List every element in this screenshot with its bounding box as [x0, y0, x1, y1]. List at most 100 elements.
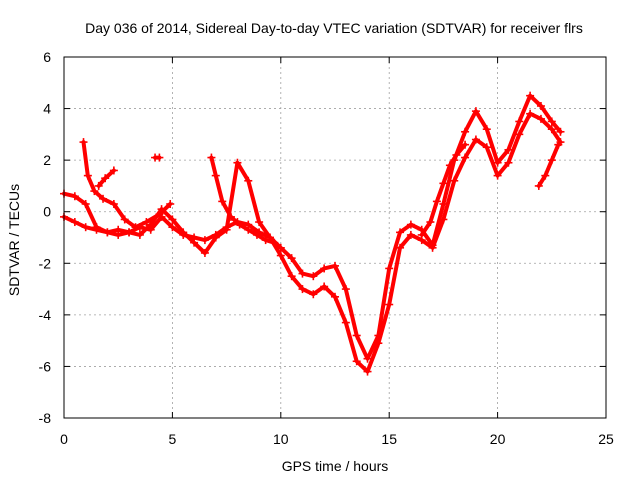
- series-track-g: [94, 166, 118, 190]
- data-point: [101, 174, 110, 183]
- data-point: [155, 210, 164, 219]
- series-line: [81, 140, 173, 230]
- data-point: [222, 225, 231, 234]
- data-point: [309, 290, 318, 299]
- data-point: [515, 117, 524, 126]
- series-track-b: [60, 109, 565, 376]
- data-point: [396, 243, 405, 252]
- y-axis-label: SDTVAR / TECUs: [6, 184, 22, 296]
- data-point: [109, 166, 118, 175]
- data-point: [90, 187, 99, 196]
- data-point: [94, 181, 103, 190]
- x-tick-label: 25: [598, 431, 614, 447]
- data-point: [320, 264, 329, 273]
- data-point: [81, 223, 90, 232]
- x-axis-label: GPS time / hours: [282, 458, 389, 474]
- y-tick-label: 6: [43, 49, 51, 65]
- data-point: [99, 194, 108, 203]
- plot-frame: [63, 56, 607, 419]
- data-point: [547, 125, 556, 134]
- series-track-d: [207, 153, 279, 247]
- data-point: [493, 171, 502, 180]
- series-layer: [60, 91, 565, 376]
- data-point: [445, 161, 454, 170]
- data-point: [406, 230, 415, 239]
- data-point: [207, 153, 216, 162]
- data-point: [81, 199, 90, 208]
- data-point: [168, 215, 177, 224]
- data-point: [120, 215, 129, 224]
- data-point: [200, 248, 209, 257]
- data-point: [536, 114, 545, 123]
- data-point: [450, 176, 459, 185]
- data-point: [276, 251, 285, 260]
- data-point: [261, 236, 270, 245]
- x-tick-label: 5: [169, 431, 177, 447]
- data-point: [526, 109, 535, 118]
- data-point: [103, 228, 112, 237]
- y-tick-label: -2: [39, 255, 52, 271]
- data-point: [331, 292, 339, 301]
- data-point: [417, 230, 426, 239]
- series-line: [536, 142, 561, 188]
- data-point: [168, 223, 177, 232]
- data-point: [142, 218, 151, 227]
- y-tick-label: -6: [39, 358, 52, 374]
- data-point: [244, 225, 253, 234]
- data-point: [396, 228, 405, 237]
- data-point: [179, 228, 188, 237]
- data-point: [211, 233, 220, 242]
- data-point: [515, 130, 524, 139]
- y-tick-label: 4: [43, 101, 51, 117]
- data-point: [471, 107, 480, 116]
- data-point: [218, 197, 227, 206]
- data-point: [92, 225, 101, 234]
- data-point: [331, 261, 339, 270]
- data-point: [341, 318, 350, 327]
- data-point: [235, 220, 244, 229]
- data-point: [534, 181, 543, 190]
- data-point: [439, 215, 448, 224]
- data-point: [309, 272, 318, 281]
- data-point: [131, 223, 140, 232]
- data-point: [252, 230, 261, 239]
- x-tick-label: 15: [381, 431, 397, 447]
- data-point: [70, 192, 79, 201]
- y-tick-label: 0: [43, 204, 51, 220]
- data-point: [504, 158, 513, 167]
- series-track-h: [151, 153, 164, 162]
- data-point: [461, 140, 470, 149]
- data-point: [200, 236, 209, 245]
- data-point: [406, 220, 415, 229]
- data-point: [504, 145, 513, 154]
- data-point: [461, 153, 470, 162]
- series-track-f: [534, 140, 563, 190]
- data-point: [255, 218, 264, 227]
- data-point: [482, 125, 491, 134]
- data-point: [341, 285, 350, 294]
- data-point: [114, 230, 123, 239]
- data-point: [190, 238, 199, 247]
- data-point: [526, 91, 535, 100]
- data-point: [426, 218, 435, 227]
- series-track-e: [417, 140, 470, 239]
- data-point: [244, 176, 253, 185]
- data-point: [135, 230, 144, 239]
- data-point: [374, 339, 383, 348]
- data-point: [471, 135, 480, 144]
- data-point: [287, 254, 296, 263]
- data-point: [79, 138, 88, 147]
- data-point: [287, 272, 296, 281]
- data-point: [211, 171, 220, 180]
- data-point: [109, 199, 118, 208]
- data-point: [547, 117, 556, 126]
- series-track-c: [79, 138, 175, 232]
- data-point: [166, 199, 175, 208]
- data-point: [536, 101, 545, 110]
- data-point: [352, 331, 361, 340]
- data-point: [233, 158, 242, 167]
- data-point: [363, 367, 372, 376]
